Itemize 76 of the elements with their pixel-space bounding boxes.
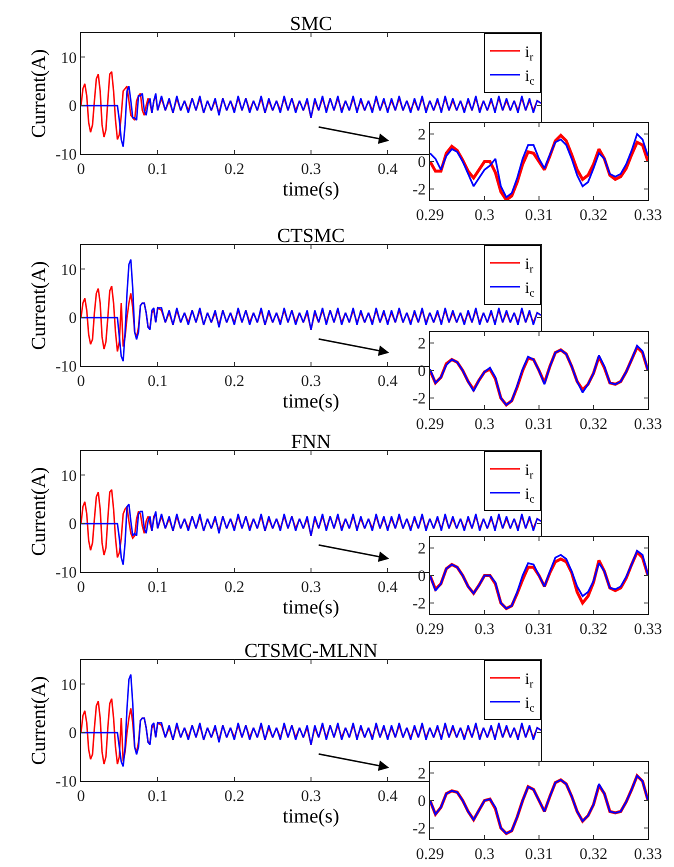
x-tick-label: 0.33 <box>634 846 662 864</box>
x-tick-label: 0.33 <box>634 621 662 638</box>
x-tick-label: 0.2 <box>224 161 244 178</box>
x-tick-label: 0.31 <box>525 416 553 434</box>
x-tick-label: 0.1 <box>148 788 168 806</box>
x-tick-label: 0.2 <box>224 579 244 596</box>
x-tick-label: 0.3 <box>301 161 321 178</box>
chart-title: FNN <box>290 431 332 453</box>
legend-label: i$_{c}$ <box>525 694 534 714</box>
x-tick-label: 0.4 <box>378 788 398 806</box>
x-tick-label: 0.3 <box>474 621 494 638</box>
y-tick-label: -10 <box>55 774 77 791</box>
y-tick-label: 2 <box>418 766 426 783</box>
y-tick-label: -10 <box>55 146 77 164</box>
x-tick-label: 0.4 <box>378 161 398 178</box>
y-tick-label: -2 <box>412 596 426 613</box>
x-tick-label: 0.33 <box>634 416 662 434</box>
x-tick-label: 0.2 <box>224 373 244 390</box>
y-tick-label: -10 <box>55 358 77 376</box>
x-tick-label: 0.3 <box>301 373 321 390</box>
x-tick-label: 0.29 <box>416 846 444 864</box>
x-tick-label: 0.3 <box>474 846 494 864</box>
y-tick-label: 10 <box>60 262 77 279</box>
chart-title: CTSMC-MLNN <box>244 640 378 662</box>
legend-label: i$_{r}$ <box>525 44 534 64</box>
x-tick-label: 0.33 <box>634 207 662 224</box>
x-axis-title: time(s) <box>282 806 340 828</box>
y-tick-label: -2 <box>412 390 426 408</box>
x-tick-label: 0.29 <box>416 416 444 434</box>
x-axis-title: time(s) <box>282 178 340 201</box>
y-tick-label: -2 <box>412 820 426 838</box>
legend-label: i$_{r}$ <box>525 671 534 690</box>
y-tick-label: 2 <box>418 540 426 558</box>
y-axis-title: Current(A) <box>28 261 50 350</box>
y-tick-label: 10 <box>60 676 77 694</box>
y-tick-label: 0 <box>68 516 77 534</box>
x-tick-label: 0.2 <box>224 788 244 806</box>
legend-label: i$_{r}$ <box>525 462 534 482</box>
x-axis-title: time(s) <box>282 390 340 413</box>
y-axis-title: Current(A) <box>28 49 50 138</box>
x-tick-label: 0.32 <box>580 207 608 224</box>
x-tick-label: 0.32 <box>580 621 608 638</box>
y-tick-label: 2 <box>418 336 426 353</box>
x-tick-label: 0.3 <box>474 207 494 224</box>
x-tick-label: 0.4 <box>378 579 398 596</box>
chart-title: CTSMC <box>277 225 345 247</box>
x-tick-label: 0.31 <box>525 846 553 864</box>
legend-label: i$_{c}$ <box>525 68 534 88</box>
chart-title: SMC <box>290 13 332 35</box>
x-tick-label: 0.29 <box>416 207 444 224</box>
x-tick-label: 0.1 <box>148 161 168 178</box>
x-tick-label: 0.1 <box>148 579 168 596</box>
x-tick-label: 0.31 <box>525 621 553 638</box>
y-tick-label: 0 <box>68 98 77 116</box>
y-axis-title: Current(A) <box>28 676 50 765</box>
x-tick-label: 0.29 <box>416 621 444 638</box>
legend-label: i$_{c}$ <box>525 280 534 300</box>
y-tick-label: 0 <box>68 725 77 742</box>
x-tick-label: 0.4 <box>378 373 398 390</box>
x-tick-label: 0.3 <box>301 579 321 596</box>
legend-label: i$_{c}$ <box>525 486 534 506</box>
y-tick-label: 2 <box>418 126 426 144</box>
y-tick-label: 0 <box>68 310 77 328</box>
legend-label: i$_{r}$ <box>525 256 534 276</box>
x-axis-title: time(s) <box>282 596 340 619</box>
x-tick-label: 0.3 <box>474 416 494 434</box>
x-tick-label: 0.1 <box>148 373 168 390</box>
y-tick-label: 10 <box>60 50 77 67</box>
x-tick-label: 0.32 <box>580 416 608 434</box>
y-tick-label: -10 <box>55 564 77 582</box>
y-axis-title: Current(A) <box>28 467 50 556</box>
x-tick-label: 0.32 <box>580 846 608 864</box>
y-tick-label: 10 <box>60 468 77 485</box>
x-tick-label: 0.31 <box>525 207 553 224</box>
x-tick-label: 0.3 <box>301 788 321 806</box>
y-tick-label: -2 <box>412 182 426 199</box>
